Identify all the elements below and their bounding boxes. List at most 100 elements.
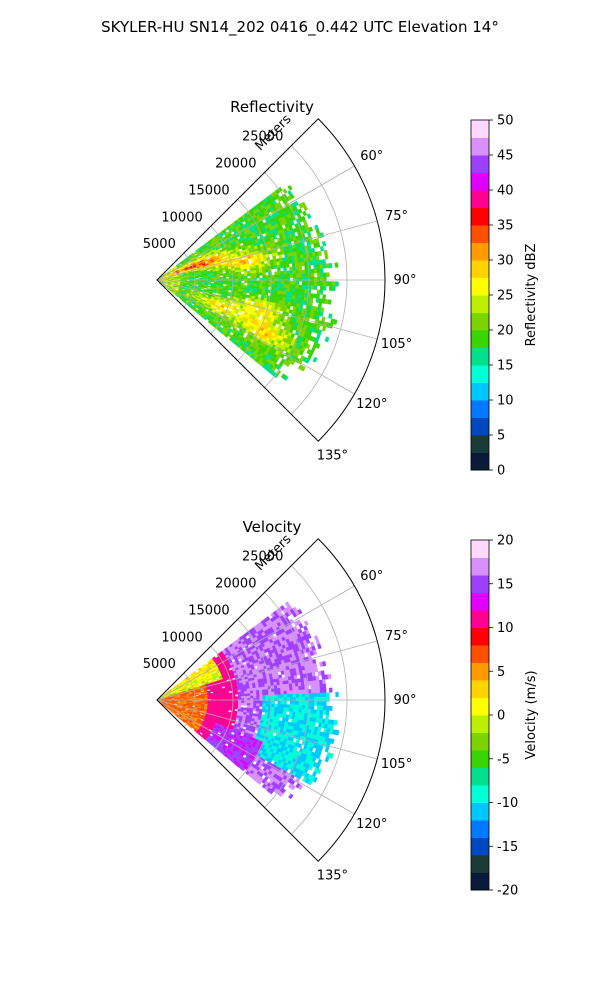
radar-cell (262, 703, 266, 707)
colorbar-tick-label: 50 (497, 114, 514, 129)
radar-cell (210, 277, 215, 280)
radar-cell (249, 688, 254, 692)
radar-cell (276, 713, 281, 718)
radar-cell (286, 280, 291, 285)
radar-cell (301, 701, 306, 706)
radar-cell (289, 690, 294, 695)
radar-cell (255, 288, 260, 292)
radar-cell (195, 276, 199, 279)
radar-cell (277, 694, 282, 699)
radar-cell (244, 273, 248, 277)
radar-cell (237, 693, 242, 697)
radar-cell (286, 697, 291, 702)
radar-cell (256, 272, 260, 276)
radar-cell (250, 273, 254, 277)
radar-cell (322, 259, 326, 265)
radar-cell (234, 706, 239, 710)
radar-cell (204, 697, 209, 700)
colorbar-swatch (471, 295, 489, 313)
radar-cell (286, 277, 291, 282)
radar-cell (311, 721, 316, 727)
radar-cell (320, 692, 324, 698)
radar-cell (301, 708, 306, 714)
radar-cell (286, 694, 291, 698)
radar-cell (277, 267, 281, 272)
radar-cell (247, 278, 251, 281)
radar-cell (319, 289, 324, 295)
radar-cell (216, 275, 221, 278)
range-tick-label: 5000 (143, 237, 176, 252)
radar-cell (256, 698, 260, 702)
radar-cell (225, 696, 230, 699)
radar-cell (313, 285, 318, 290)
radar-cell (210, 280, 215, 283)
radar-cell (283, 280, 288, 285)
radar-cell (274, 703, 278, 708)
radar-cell (289, 281, 294, 285)
radar-cell (282, 710, 287, 715)
radar-cell (259, 700, 263, 704)
radar-cell (277, 274, 282, 279)
radar-cell (252, 705, 257, 709)
radar-cell (295, 266, 299, 271)
radar-cell (300, 681, 305, 687)
radar-cell (319, 246, 325, 252)
radar-cell (246, 705, 251, 709)
radar-cell (241, 702, 245, 706)
radar-cell (207, 282, 212, 285)
radar-cell (292, 281, 297, 286)
radar-cell (322, 683, 327, 689)
radar-cell (279, 710, 284, 715)
radar-cell (262, 277, 266, 282)
radar-cell (283, 700, 288, 705)
radar-cell (250, 703, 254, 707)
radar-cell (321, 325, 327, 332)
radar-cell (283, 697, 288, 702)
radar-cell (283, 694, 288, 698)
radar-cell (292, 693, 297, 698)
radar-cell (277, 687, 281, 692)
radar-cell (265, 280, 269, 285)
radar-cell (255, 690, 260, 694)
colorbar-swatch (471, 347, 489, 366)
radar-cell (298, 277, 303, 282)
radar-cell (262, 695, 266, 699)
radar-cell (240, 691, 245, 695)
radar-cell (244, 700, 248, 704)
radar-cell (274, 688, 278, 692)
radar-cell (265, 692, 269, 696)
radar-cell (228, 696, 233, 699)
colorbar-swatch (471, 382, 489, 401)
radar-cell (286, 690, 291, 695)
radar-cell (222, 276, 227, 279)
radar-cell (295, 281, 300, 286)
radar-cell (292, 273, 297, 278)
radar-cell (253, 703, 257, 707)
radar-cell (304, 269, 309, 274)
radar-cell (241, 700, 245, 704)
radar-cell (326, 705, 330, 711)
radar-cell (295, 693, 300, 698)
radar-cell (317, 281, 321, 286)
radar-cell (283, 277, 288, 282)
radar-cell (280, 687, 284, 692)
radar-cell (313, 688, 318, 694)
radar-cell (314, 701, 318, 706)
radar-cell (298, 685, 302, 691)
radar-cell (321, 241, 327, 247)
radar-cell (256, 283, 260, 287)
radar-cell (286, 707, 290, 712)
radar-cell (245, 294, 250, 299)
radar-cell (222, 280, 227, 283)
radar-cell (324, 254, 329, 260)
radar-cell (256, 705, 260, 710)
radar-cell (311, 277, 315, 282)
radar-cell (250, 698, 254, 701)
radar-cell (171, 698, 175, 700)
radar-cell (183, 280, 187, 282)
radar-cell (240, 269, 245, 273)
colorbar-swatch (471, 120, 489, 138)
radar-cell (298, 273, 303, 278)
radar-cell (235, 280, 239, 283)
